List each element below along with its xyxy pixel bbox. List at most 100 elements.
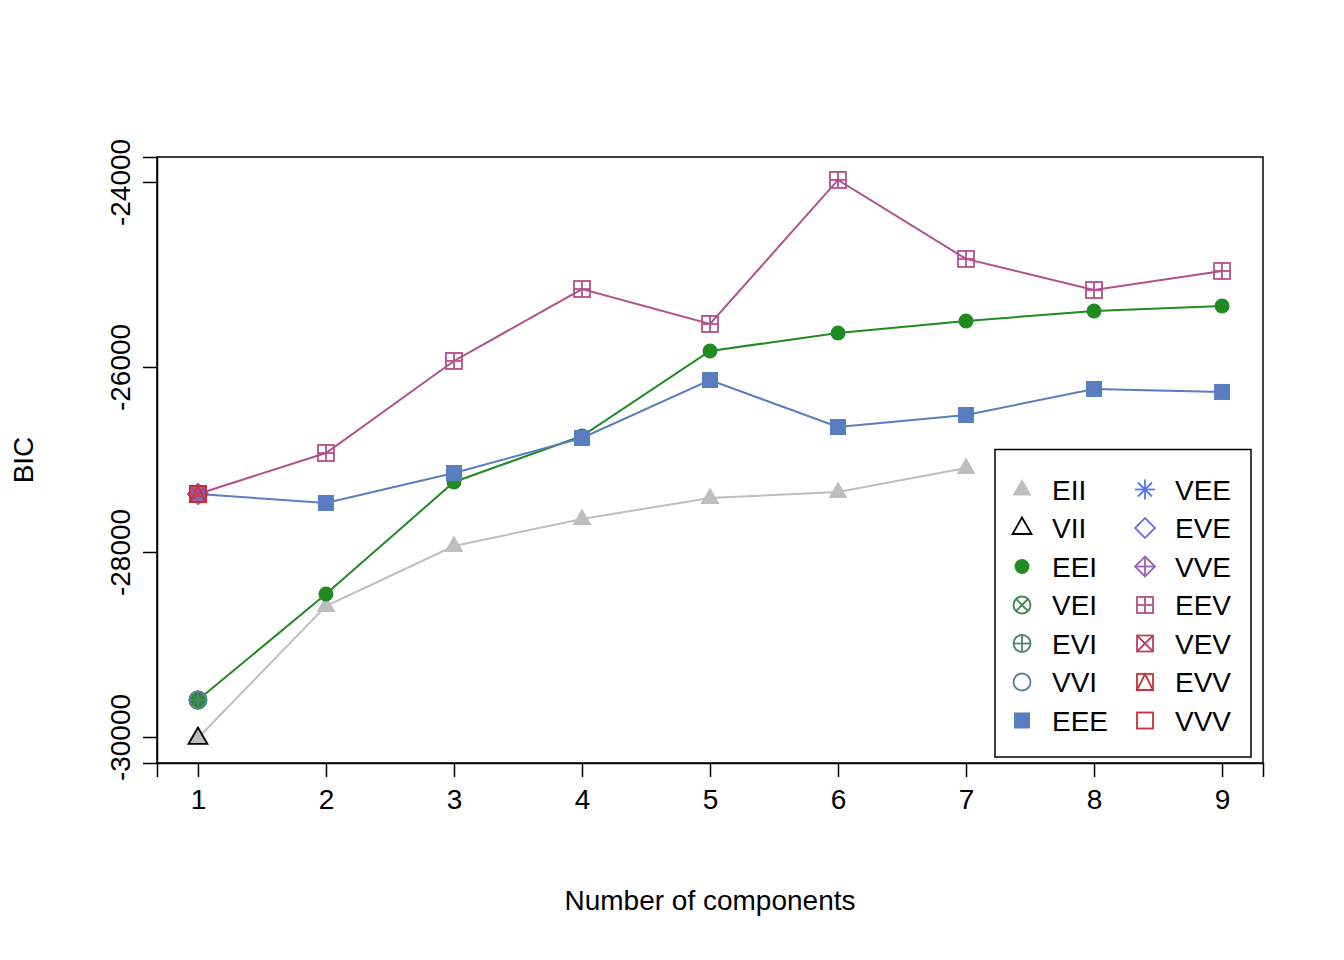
marker-part	[701, 487, 720, 504]
x-tick-label: 1	[191, 784, 207, 815]
x-axis-title: Number of components	[564, 885, 855, 916]
marker-part	[190, 486, 206, 502]
marker-part	[1135, 518, 1155, 538]
marker-part	[1214, 263, 1230, 279]
x-tick-mark	[838, 763, 840, 777]
marker-part	[197, 692, 199, 709]
marker-part	[702, 372, 718, 388]
x-tick: 5	[703, 763, 719, 815]
marker-part	[830, 419, 846, 435]
legend-label: VVV	[1175, 706, 1231, 737]
legend-label: EEI	[1052, 552, 1097, 583]
marker-part	[190, 693, 205, 708]
x-tick-mark	[198, 763, 200, 777]
legend-entry: VVI	[1014, 667, 1098, 698]
marker-part	[957, 458, 976, 475]
legend-label: VVI	[1052, 667, 1097, 698]
marker-part	[189, 692, 206, 709]
series-line	[198, 180, 1222, 494]
point	[190, 486, 206, 502]
legend-label: EII	[1052, 475, 1086, 506]
x-tick-mark	[710, 763, 712, 777]
y-tick: -26000	[105, 324, 157, 411]
marker-part	[188, 484, 208, 504]
marker-part	[1137, 636, 1153, 652]
marker-part	[1016, 599, 1028, 611]
y-tick-mark	[143, 367, 157, 369]
marker-part	[965, 251, 967, 267]
point	[702, 372, 718, 388]
point	[318, 445, 334, 461]
marker-part	[1144, 597, 1146, 613]
point	[190, 486, 206, 502]
marker-part	[1138, 483, 1152, 497]
point	[1086, 381, 1102, 397]
x-tick-mark	[1222, 763, 1224, 777]
point	[190, 486, 206, 502]
marker-part	[188, 484, 208, 504]
point	[572, 508, 591, 525]
x-tick-mark	[582, 763, 584, 777]
x-tick: 7	[959, 763, 975, 815]
marker-part	[1015, 559, 1030, 574]
chart: 123456789-30000-28000-26000-24000EIIVIIE…	[0, 0, 1344, 960]
x-tick-label: 9	[1215, 784, 1231, 815]
x-tick: 1	[191, 763, 207, 815]
marker-part	[959, 314, 974, 329]
y-tick-label: -26000	[105, 324, 136, 411]
legend-entry: EEI	[1015, 552, 1098, 583]
marker-part	[702, 316, 718, 332]
marker-part	[1013, 518, 1032, 535]
marker-part	[453, 353, 455, 369]
marker-part	[574, 430, 590, 446]
marker-part	[837, 172, 839, 188]
marker-part	[958, 407, 974, 423]
legend-label: EEE	[1052, 706, 1108, 737]
marker-part	[1014, 635, 1031, 652]
point	[189, 692, 206, 709]
marker-part	[581, 281, 583, 297]
point	[829, 481, 848, 498]
marker-part	[190, 486, 206, 502]
y-tick-label: -24000	[105, 139, 136, 226]
legend-symbol	[1135, 518, 1155, 538]
legend-entry: EVE	[1135, 513, 1231, 544]
legend-symbol	[1135, 480, 1155, 500]
marker-part	[1215, 299, 1230, 314]
point	[188, 727, 207, 744]
marker-part	[1214, 384, 1230, 400]
marker-part	[191, 487, 205, 501]
x-tick-mark	[966, 763, 968, 777]
x-tick-label: 4	[575, 784, 591, 815]
marker-part	[190, 486, 206, 502]
x-tick: 6	[831, 763, 847, 815]
marker-part	[190, 486, 206, 502]
marker-part	[1093, 282, 1095, 298]
point	[959, 314, 974, 329]
legend-box	[995, 450, 1251, 758]
legend-symbol	[1014, 597, 1031, 614]
marker-part	[1137, 674, 1153, 690]
legend-label: VVE	[1175, 552, 1231, 583]
marker-part	[1137, 636, 1153, 652]
y-axis: -30000-28000-26000-24000	[105, 139, 158, 781]
legend-label: VII	[1052, 513, 1086, 544]
x-tick-mark	[454, 763, 456, 777]
marker-part	[189, 692, 206, 709]
marker-part	[958, 251, 974, 267]
marker-part	[188, 727, 207, 744]
point	[574, 430, 590, 446]
marker-part	[446, 465, 462, 481]
point	[958, 407, 974, 423]
legend-entry: EEE	[1014, 706, 1108, 737]
legend-symbol	[1137, 674, 1153, 690]
x-tick-label: 5	[703, 784, 719, 815]
marker-part	[1221, 263, 1223, 279]
marker-part	[703, 343, 718, 358]
marker-part	[188, 727, 207, 744]
marker-part	[191, 487, 205, 501]
point	[701, 487, 720, 504]
marker-part	[318, 495, 334, 511]
y-axis-line	[143, 158, 158, 764]
point	[703, 343, 718, 358]
